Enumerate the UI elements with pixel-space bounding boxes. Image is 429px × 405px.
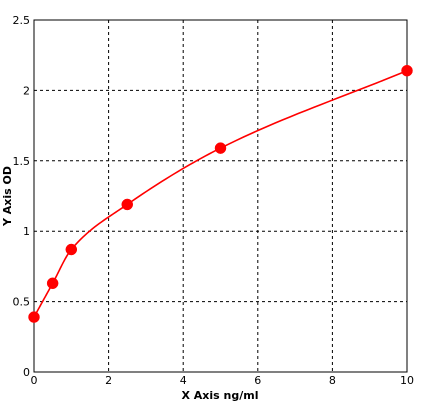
y-tick-labels: 0 0.5 1 1.5 2 2.5: [13, 14, 31, 379]
data-point: [214, 142, 227, 154]
x-tick-label: 10: [400, 374, 414, 387]
y-tick-label: 1: [23, 225, 30, 238]
x-tick-label: 8: [329, 374, 336, 387]
y-tick-label: 2.5: [13, 14, 31, 27]
fit-curve: [33, 69, 408, 318]
y-tick-label: 0.5: [13, 296, 31, 309]
x-tick-label: 4: [180, 374, 187, 387]
x-axis-label: X Axis ng/ml: [181, 389, 258, 402]
x-tick-label: 6: [254, 374, 261, 387]
y-axis-label: Y Axis OD: [1, 166, 14, 227]
data-point: [28, 311, 40, 323]
y-tick-label: 2: [23, 84, 30, 97]
x-tick-label: 0: [31, 374, 38, 387]
y-tick-label: 1.5: [13, 155, 31, 168]
grid: [34, 20, 407, 372]
x-tick-labels: 0 2 4 6 8 10: [31, 374, 415, 387]
data-point: [46, 277, 59, 290]
data-point: [65, 243, 78, 256]
data-point: [121, 198, 133, 211]
plot-frame: [33, 19, 408, 373]
x-tick-label: 2: [105, 374, 112, 387]
data-point: [401, 64, 413, 77]
y-tick-label: 0: [23, 366, 30, 379]
plot-area: [34, 20, 407, 372]
data-points: [28, 64, 413, 323]
